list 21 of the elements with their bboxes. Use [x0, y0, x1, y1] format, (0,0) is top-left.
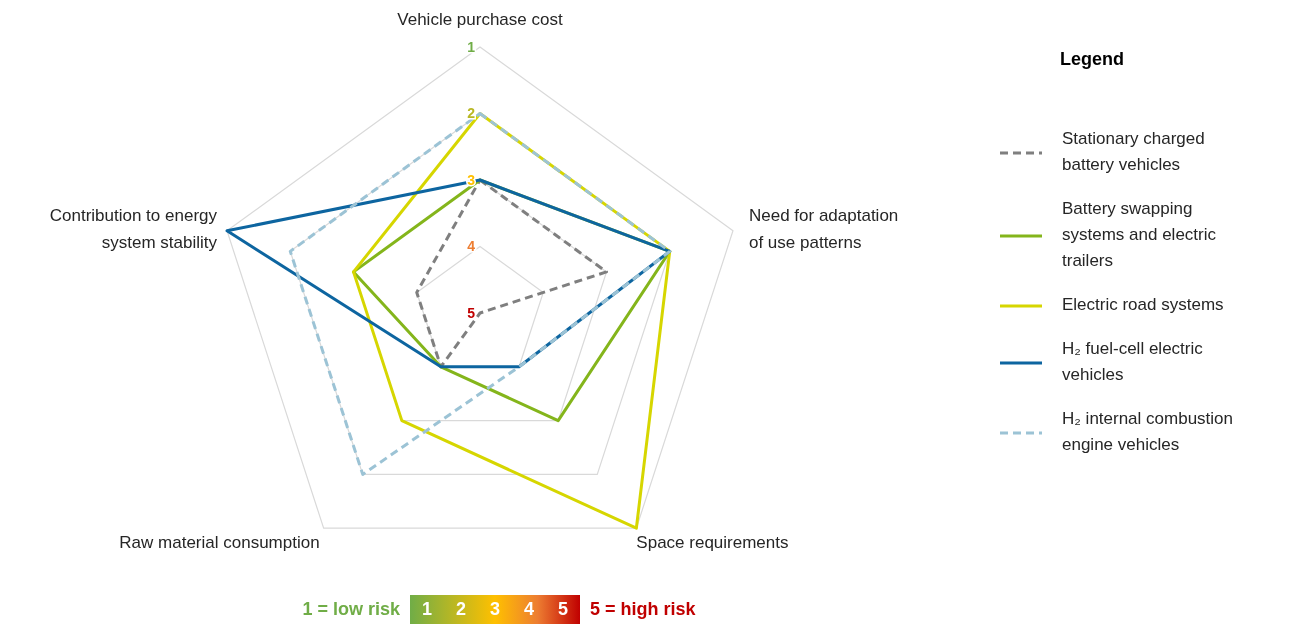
spoke-label: Need for adaptation of use patterns	[748, 206, 899, 253]
text: 4	[523, 599, 535, 620]
legend-label: H₂ fuel-cell electric vehicles	[1062, 339, 1204, 385]
text: 5 = high risk	[590, 599, 697, 620]
legend-title: Legend	[1060, 48, 1125, 69]
text: 1	[421, 599, 433, 620]
y-tick-label: 1	[467, 38, 476, 55]
y-tick-label: 5	[467, 304, 476, 321]
legend-label: Stationary charged battery vehicles	[1062, 129, 1205, 175]
spoke-label: Vehicle purchase cost	[397, 10, 563, 30]
text: 3	[489, 599, 501, 620]
text: 1 = low risk	[302, 599, 401, 620]
y-tick-label: 4	[467, 238, 476, 255]
spoke-label: Contribution to energy system stability	[49, 206, 218, 253]
legend-label: H₂ internal combustion engine vehicles	[1062, 409, 1234, 455]
text: 5	[557, 599, 569, 620]
y-tick-label: 2	[467, 105, 476, 122]
legend-label: Electric road systems	[1062, 295, 1224, 315]
legend-label: Battery swapping systems and electric trailers	[1062, 199, 1217, 271]
spoke-label: Space requirements	[636, 533, 789, 553]
spoke-label: Raw material consumption	[119, 533, 320, 553]
